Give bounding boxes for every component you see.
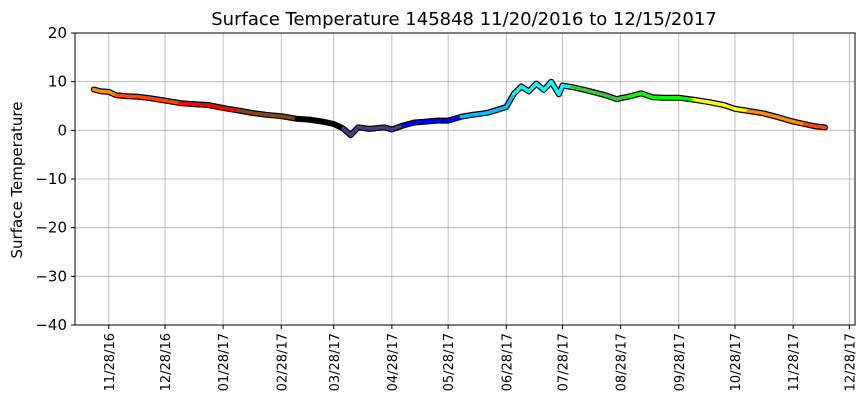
x-axis-ticks: 11/28/16 12/28/16 01/28/17 02/28/17 03/28/17…	[103, 325, 858, 391]
series-segment	[802, 122, 818, 129]
x-tick-label: 08/28/17	[615, 333, 630, 391]
x-tick-label: 11/28/16	[103, 333, 118, 391]
series-segment	[206, 103, 225, 110]
y-tick-label: −20	[35, 219, 67, 237]
x-tick-label: 07/28/17	[557, 333, 572, 391]
series-segment	[746, 109, 765, 116]
series-segment	[570, 85, 585, 92]
x-tick-label: 05/28/17	[442, 333, 457, 391]
y-axis-ticks: 20 10 0 −10 −20 −30 −40	[35, 24, 75, 334]
series-segment	[650, 95, 666, 100]
series-segment	[470, 111, 490, 117]
x-tick-label: 10/28/17	[729, 333, 744, 391]
series-segment	[813, 124, 827, 130]
series-segment	[761, 111, 780, 119]
series-segment	[221, 106, 240, 113]
series-segment	[592, 90, 608, 98]
series-segment	[249, 111, 269, 117]
x-tick-label: 02/28/17	[275, 333, 290, 391]
x-tick-label: 06/28/17	[500, 333, 515, 391]
y-tick-label: 10	[48, 73, 67, 91]
x-tick-label: 09/28/17	[673, 333, 688, 391]
series-segment	[446, 114, 464, 123]
x-tick-label: 03/28/17	[328, 333, 343, 391]
series-segment	[707, 100, 726, 107]
series-segment	[504, 92, 516, 109]
y-tick-label: −30	[35, 267, 67, 285]
series-segment	[722, 103, 737, 111]
series-segment	[485, 107, 501, 115]
x-tick-label: 04/28/17	[386, 333, 401, 391]
series-segment	[542, 79, 554, 92]
series-segment	[412, 119, 428, 125]
series-segment	[137, 95, 152, 100]
series-segment	[639, 91, 655, 99]
chart-title: Surface Temperature 145848 11/20/2016 to…	[211, 9, 716, 30]
x-tick-label: 12/28/17	[843, 333, 858, 391]
series-segment	[401, 120, 417, 128]
series-segment	[348, 125, 360, 137]
series-segment	[307, 117, 325, 124]
series-segment	[527, 81, 539, 94]
series-segment	[791, 119, 807, 126]
y-tick-label: −10	[35, 170, 67, 188]
series-segment	[581, 87, 597, 95]
y-axis-label: Surface Temperature	[8, 102, 26, 259]
series-segment	[390, 123, 405, 132]
series-segment	[114, 93, 130, 99]
series-segment	[148, 96, 167, 103]
series-segment	[191, 102, 210, 107]
series-segment	[423, 118, 439, 124]
series-segment	[125, 94, 141, 99]
series-segment	[459, 113, 475, 119]
series-segment	[294, 116, 312, 122]
series-segment	[733, 107, 750, 113]
series-segment	[178, 101, 195, 106]
series-segment	[549, 79, 561, 97]
series-segment	[356, 125, 372, 131]
series-segment	[163, 98, 182, 105]
series-segment	[692, 97, 711, 104]
series-segment	[264, 113, 284, 118]
grid-lines	[75, 32, 855, 326]
series-segment	[279, 114, 299, 121]
y-tick-label: −40	[35, 316, 67, 334]
x-tick-label: 11/28/17	[787, 333, 802, 391]
series-segment	[603, 93, 619, 101]
series-segment	[628, 91, 644, 99]
data-series	[90, 78, 828, 139]
series-segment	[677, 95, 696, 102]
series-outline	[90, 78, 828, 139]
x-tick-label: 01/28/17	[217, 333, 232, 391]
series-segment	[776, 115, 795, 124]
y-tick-label: 0	[57, 121, 67, 139]
y-tick-label: 20	[48, 24, 67, 42]
series-segment	[320, 119, 336, 126]
series-segment	[367, 125, 387, 131]
x-tick-label: 12/28/16	[159, 333, 174, 391]
series-segment	[236, 108, 254, 115]
